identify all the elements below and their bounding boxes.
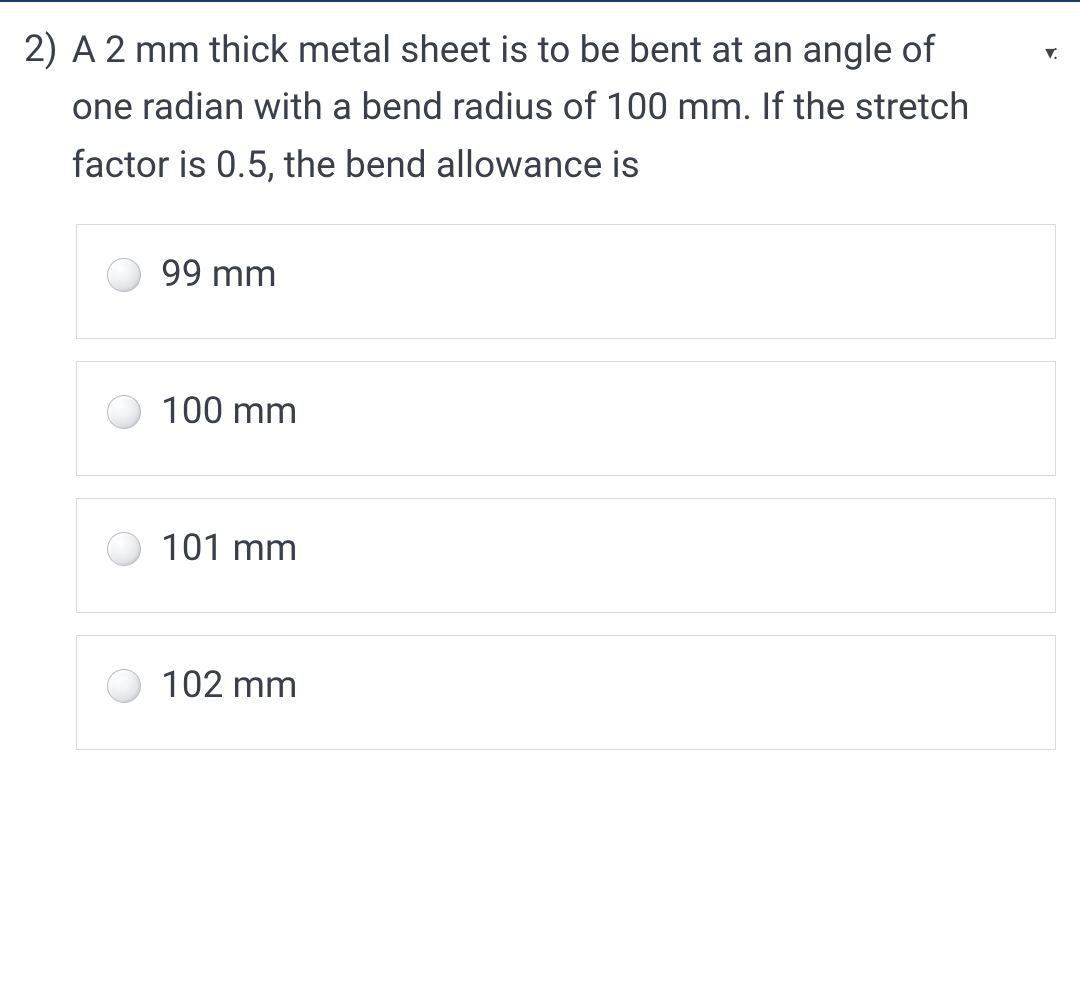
answer-option-label: 101 mm bbox=[161, 527, 297, 570]
question-text: A 2 mm thick metal sheet is to be bent a… bbox=[72, 22, 1056, 194]
answer-option[interactable]: 100 mm bbox=[76, 361, 1056, 476]
question-container: 2) A 2 mm thick metal sheet is to be ben… bbox=[24, 22, 1056, 194]
radio-icon[interactable] bbox=[107, 532, 141, 566]
radio-icon[interactable] bbox=[107, 258, 141, 292]
answer-option[interactable]: 102 mm bbox=[76, 635, 1056, 750]
answer-options-list: 99 mm 100 mm 101 mm 102 mm bbox=[76, 224, 1056, 750]
answer-option-label: 99 mm bbox=[161, 253, 277, 296]
answer-option-label: 102 mm bbox=[161, 664, 297, 707]
radio-icon[interactable] bbox=[107, 395, 141, 429]
radio-icon[interactable] bbox=[107, 669, 141, 703]
question-number: 2) bbox=[24, 22, 58, 78]
answer-option[interactable]: 101 mm bbox=[76, 498, 1056, 613]
more-options-icon[interactable]: ▾: bbox=[1045, 40, 1056, 64]
answer-option-label: 100 mm bbox=[161, 390, 297, 433]
answer-option[interactable]: 99 mm bbox=[76, 224, 1056, 339]
